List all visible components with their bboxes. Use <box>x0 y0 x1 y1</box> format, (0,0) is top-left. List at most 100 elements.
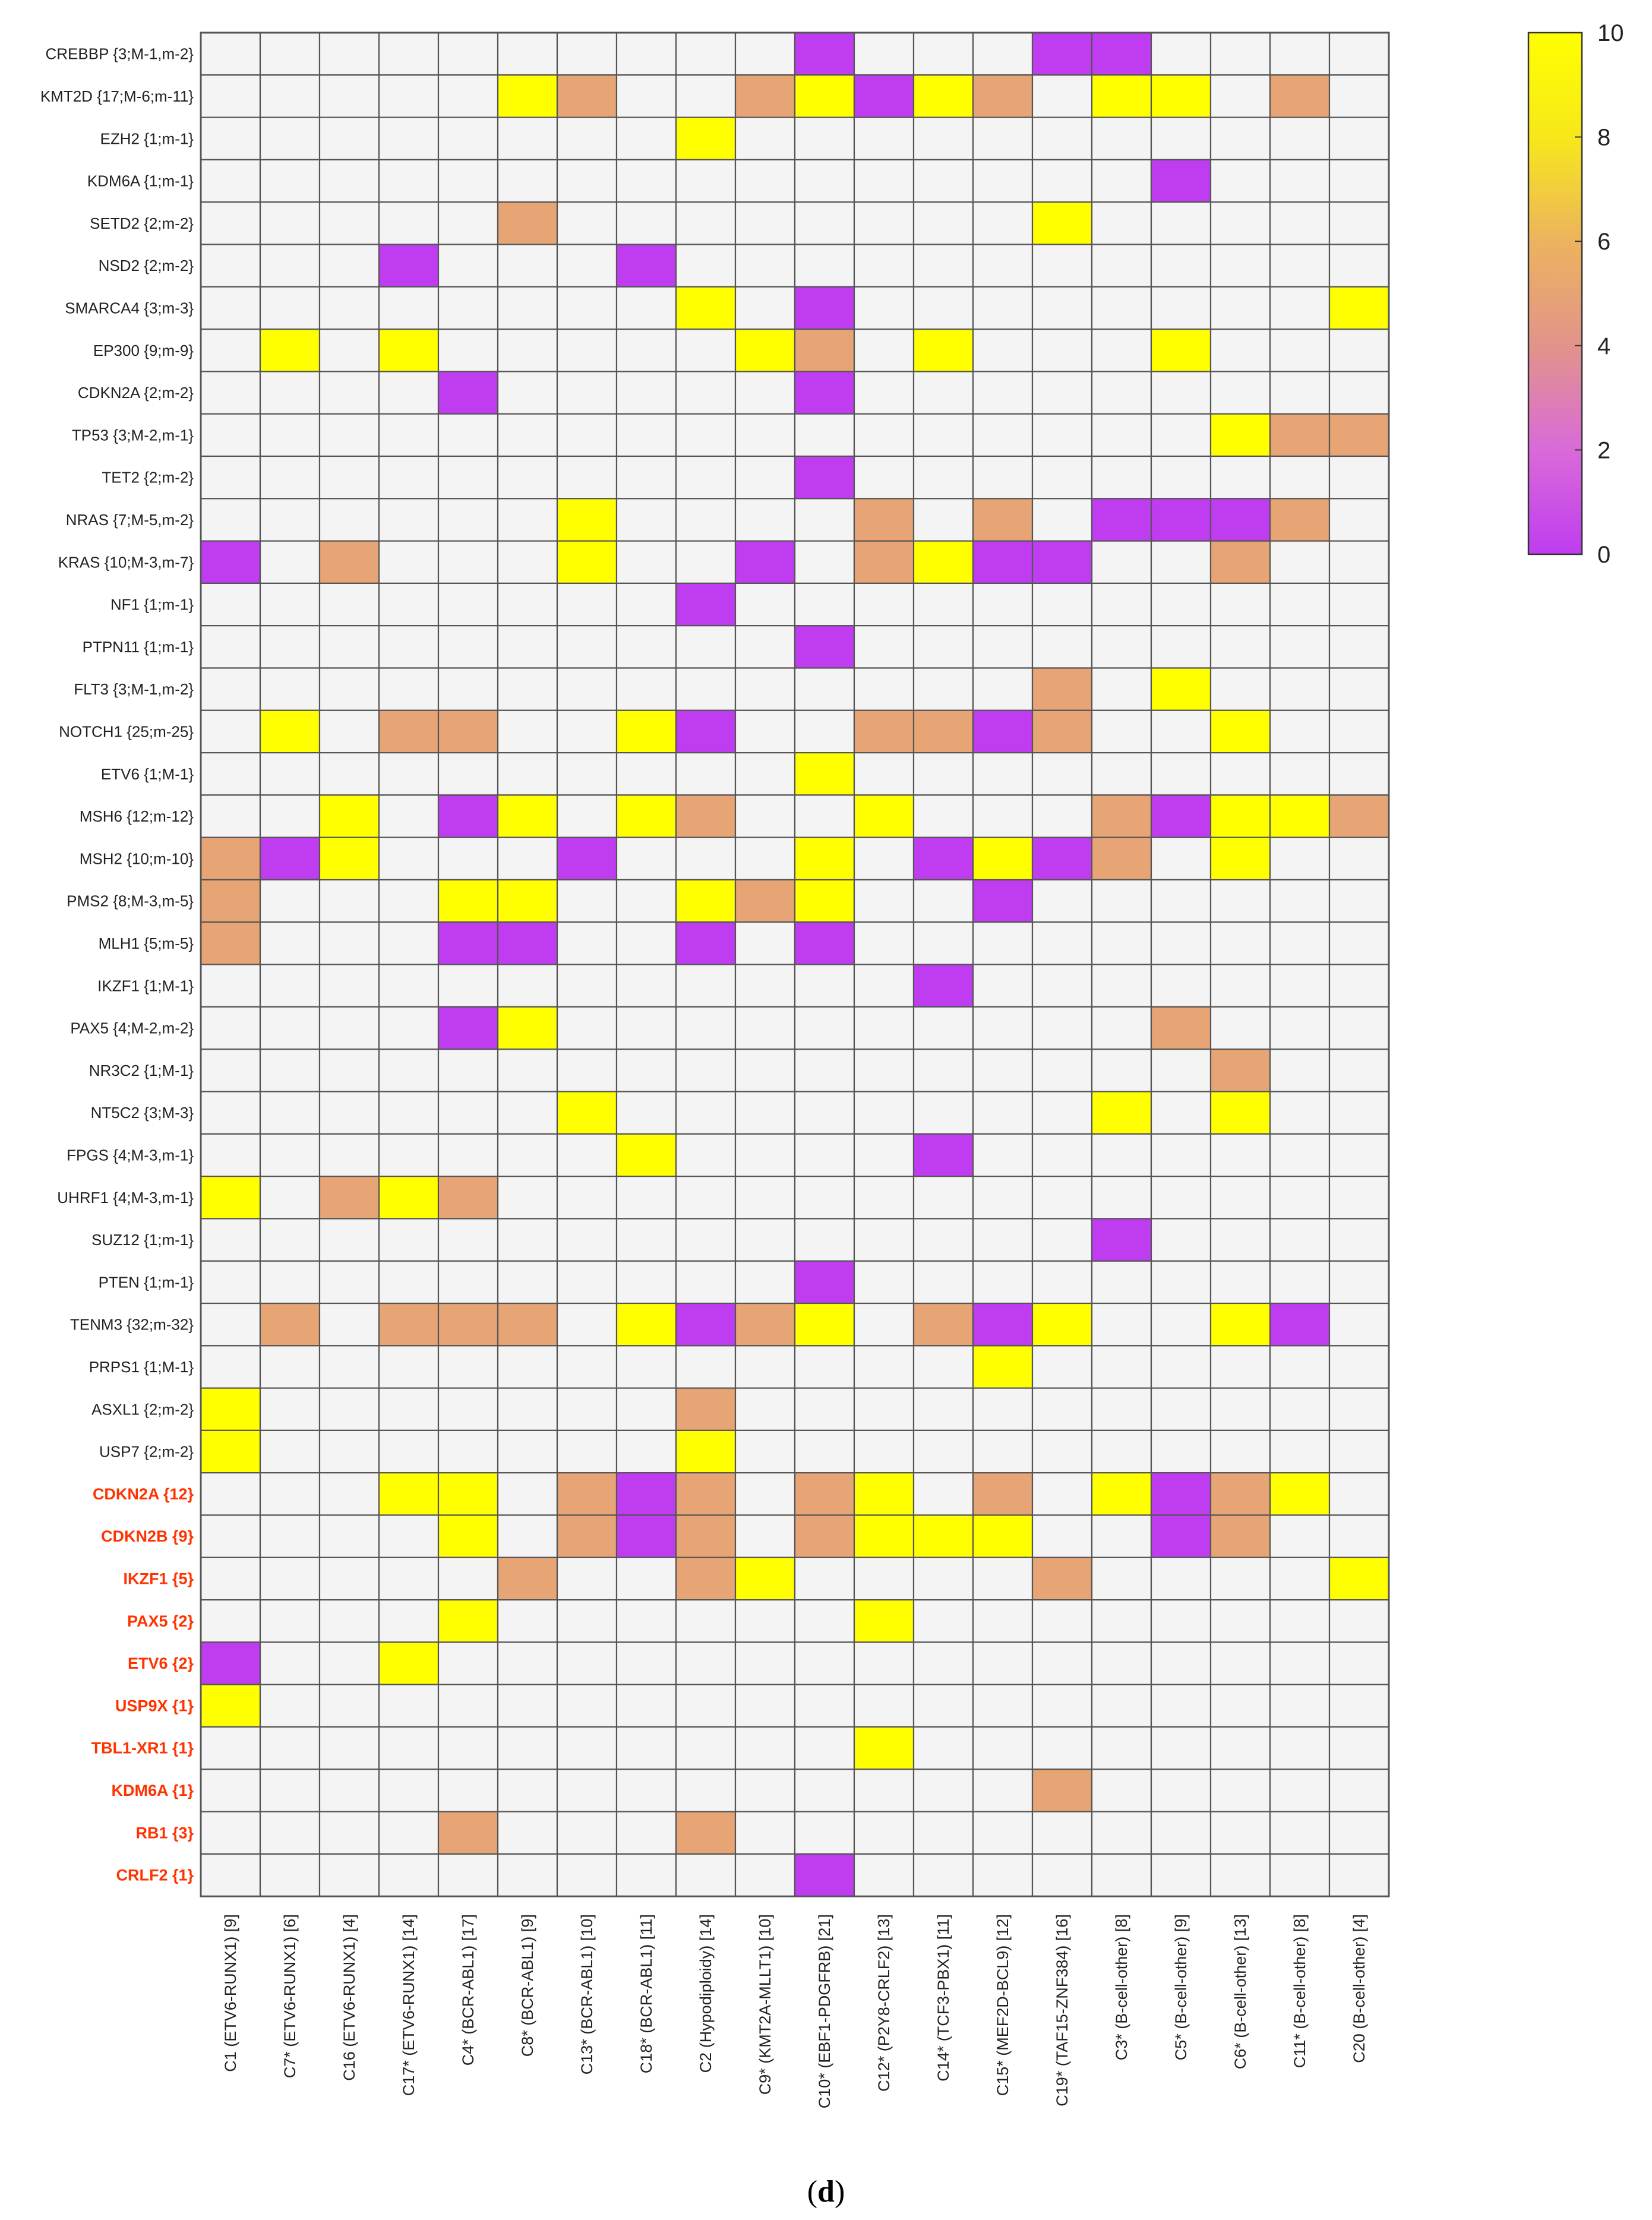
heatmap-cell <box>1150 1472 1212 1516</box>
heatmap-cell <box>853 328 915 372</box>
heatmap-cell <box>675 794 737 838</box>
heatmap-cell <box>912 371 974 415</box>
heatmap-cell <box>1209 1811 1271 1855</box>
heatmap-cell <box>200 751 261 796</box>
heatmap-cell <box>200 1514 261 1558</box>
heatmap-cell <box>912 921 974 965</box>
row-label: ETV6 {1;M-1} <box>101 765 194 783</box>
heatmap-cell <box>437 625 499 669</box>
heatmap-cell <box>853 498 915 542</box>
heatmap-cell <box>972 964 1034 1008</box>
heatmap-cell <box>912 1218 974 1262</box>
heatmap-cell <box>1031 1302 1093 1347</box>
heatmap-cell <box>972 455 1034 500</box>
heatmap-cell <box>1091 328 1152 372</box>
heatmap-cell <box>1031 1049 1093 1092</box>
heatmap-cell <box>497 1769 558 1812</box>
heatmap-cell <box>1209 1556 1271 1601</box>
heatmap-cell <box>1209 1853 1271 1897</box>
heatmap-cell <box>1031 1726 1093 1770</box>
heatmap-cell <box>1328 836 1390 881</box>
heatmap-cell <box>615 1175 677 1220</box>
heatmap-cell <box>912 1514 974 1558</box>
heatmap-cell <box>853 540 915 584</box>
heatmap-cell <box>497 1429 558 1474</box>
heatmap-cell <box>1150 455 1212 500</box>
heatmap-cell <box>1328 794 1390 838</box>
heatmap-cell <box>853 836 915 881</box>
heatmap-cell <box>437 921 499 965</box>
heatmap-cell <box>675 328 737 372</box>
heatmap-cell <box>675 1429 737 1474</box>
heatmap-cell <box>556 1769 618 1812</box>
heatmap-cell <box>972 244 1034 288</box>
heatmap-cell <box>1091 1345 1152 1389</box>
heatmap-cell <box>1150 1091 1212 1135</box>
heatmap-cell <box>259 201 321 245</box>
heatmap-cell <box>318 1811 380 1855</box>
heatmap-cell <box>1328 1091 1390 1135</box>
heatmap-cell <box>675 1175 737 1220</box>
heatmap-cell <box>734 286 796 330</box>
heatmap-cell <box>318 159 380 203</box>
row-labels: CREBBP {3;M-1,m-2} KMT2D {17;M-6;m-11} EZH… <box>40 45 194 1884</box>
heatmap-cell <box>259 1726 321 1770</box>
heatmap-cell <box>972 1429 1034 1474</box>
heatmap-cell <box>259 540 321 584</box>
heatmap-cell <box>615 625 677 669</box>
heatmap-cell <box>437 286 499 330</box>
heatmap-cell <box>972 709 1034 754</box>
heatmap-cell <box>972 879 1034 923</box>
heatmap-cell <box>1269 540 1331 584</box>
heatmap-cell <box>912 1429 974 1474</box>
heatmap-cell <box>912 625 974 669</box>
heatmap-cell <box>378 1472 440 1516</box>
heatmap-cell <box>437 1302 499 1347</box>
heatmap-cell <box>318 836 380 881</box>
column-label: C3* (B-cell-other) [8] <box>1113 1914 1130 2060</box>
heatmap-cell <box>615 201 677 245</box>
heatmap-cell <box>1150 1811 1212 1855</box>
heatmap-cell <box>1031 1811 1093 1855</box>
heatmap-cell <box>1091 1641 1152 1685</box>
heatmap-cell <box>794 1641 855 1685</box>
heatmap-cell <box>318 201 380 245</box>
heatmap-cell <box>794 1514 855 1558</box>
heatmap-cell <box>200 201 261 245</box>
heatmap-cell <box>912 1769 974 1812</box>
heatmap-cell <box>1209 1726 1271 1770</box>
heatmap-cell <box>497 74 558 118</box>
heatmap-cell <box>1328 31 1390 76</box>
heatmap-cell <box>497 1345 558 1389</box>
row-label: NR3C2 {1;M-1} <box>89 1062 194 1079</box>
heatmap-cell <box>556 1387 618 1432</box>
heatmap-cell <box>615 921 677 965</box>
heatmap-cell <box>615 1726 677 1770</box>
heatmap-cell <box>675 1345 737 1389</box>
heatmap-cell <box>200 1641 261 1685</box>
row-label: NSD2 {2;m-2} <box>99 257 194 274</box>
row-label: TP53 {3;M-2,m-1} <box>72 426 194 444</box>
heatmap-cell <box>734 1853 796 1897</box>
heatmap-cell <box>259 455 321 500</box>
heatmap-cell <box>853 879 915 923</box>
heatmap-cell <box>734 1811 796 1855</box>
heatmap-cell <box>318 1429 380 1474</box>
colorbar-tick-label: 10 <box>1597 20 1624 46</box>
heatmap-cell <box>318 1684 380 1728</box>
heatmap-cell <box>497 1049 558 1092</box>
heatmap-cell <box>497 1726 558 1770</box>
heatmap-cell <box>615 582 677 627</box>
heatmap-cell <box>200 116 261 161</box>
heatmap-cell <box>556 201 618 245</box>
heatmap-cell <box>1269 836 1331 881</box>
heatmap-cell <box>1091 1260 1152 1305</box>
heatmap-cell <box>259 159 321 203</box>
heatmap-cell <box>972 31 1034 76</box>
heatmap-cell <box>378 201 440 245</box>
column-label: C12* (P2Y8-CRLF2) [13] <box>875 1914 893 2092</box>
heatmap-cell <box>972 1387 1034 1432</box>
heatmap-cell <box>734 1049 796 1092</box>
heatmap-cell <box>912 1006 974 1050</box>
heatmap-cell <box>853 116 915 161</box>
